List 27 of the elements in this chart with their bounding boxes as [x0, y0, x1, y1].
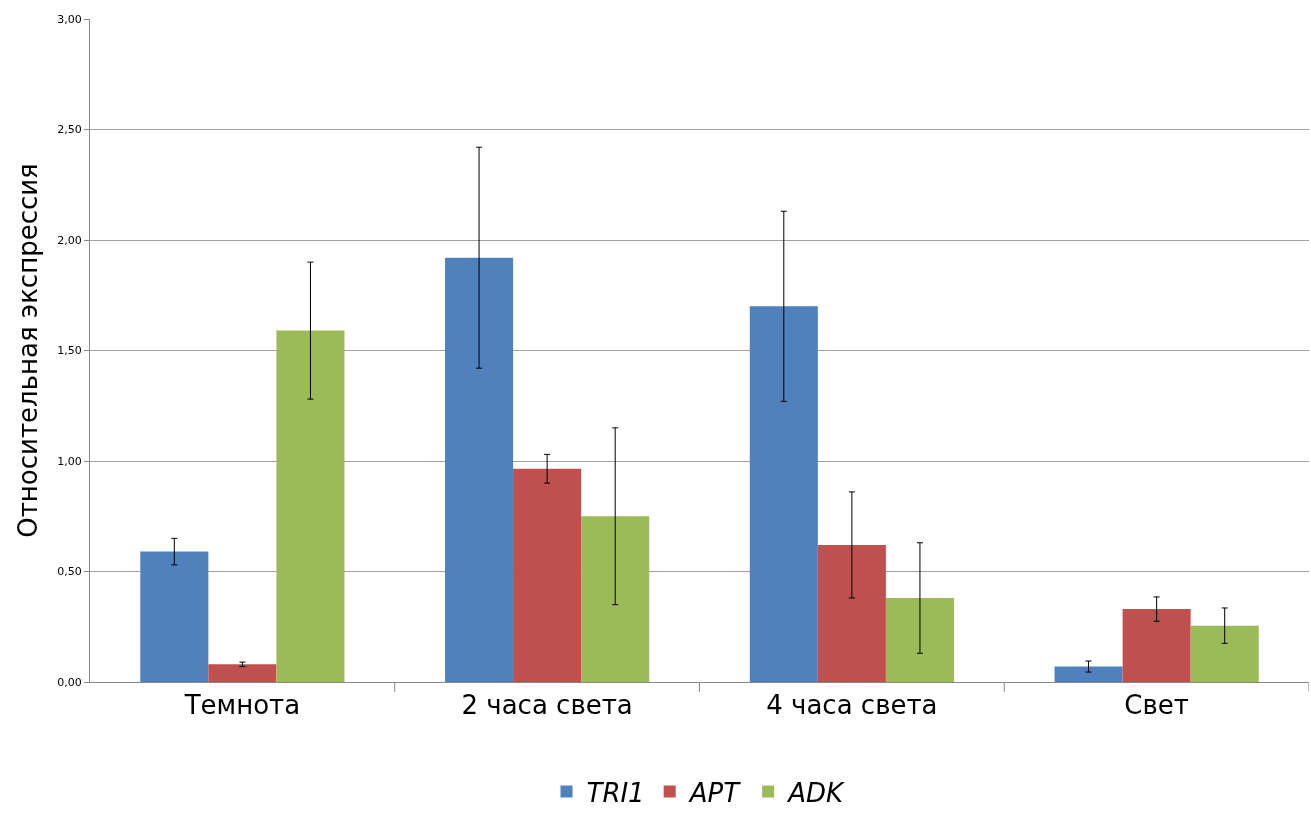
x-tick-label: Свет [1124, 690, 1189, 721]
bar [581, 516, 650, 682]
bar [817, 544, 886, 682]
legend-label: APT [687, 777, 742, 808]
x-tick-label: 4 часа света [766, 690, 938, 721]
y-tick-label: 3,00 [57, 12, 82, 26]
bar [276, 330, 345, 682]
bar [1190, 625, 1259, 682]
y-tick-label: 0,00 [57, 675, 82, 689]
bar [140, 551, 209, 682]
y-tick-label: 0,50 [57, 565, 82, 579]
y-tick-label: 2,50 [57, 123, 82, 137]
bar [445, 257, 514, 682]
legend-label: ADK [786, 777, 845, 808]
bar [749, 306, 818, 682]
y-tick-label: 2,00 [57, 233, 82, 247]
y-axis-title: Относительная экспрессия [12, 163, 43, 538]
bar [513, 468, 582, 682]
bar [1054, 666, 1123, 682]
y-tick-label: 1,50 [57, 344, 82, 358]
legend-label: TRI1 [586, 777, 645, 808]
bar [1122, 609, 1191, 682]
bar [885, 598, 954, 682]
y-tick-label: 1,00 [57, 454, 82, 468]
x-tick-label: 2 часа света [461, 690, 633, 721]
x-tick-label: Темнота [183, 690, 301, 721]
bar [208, 664, 277, 682]
